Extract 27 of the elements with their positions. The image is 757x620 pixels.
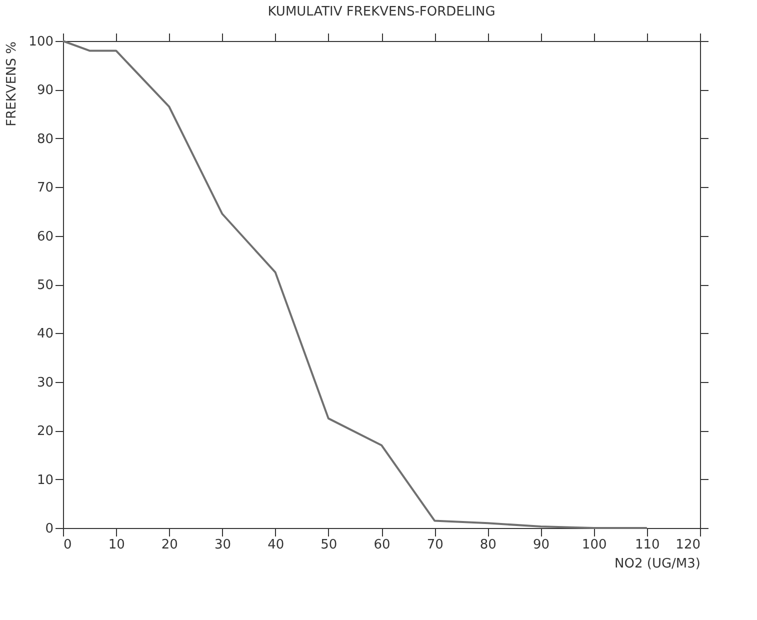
y-tick-label: 50 <box>36 278 54 293</box>
x-tick-label: 80 <box>480 538 496 552</box>
x-tick-label: 100 <box>582 538 607 552</box>
chart-title: KUMULATIV FREKVENS-FORDELING <box>268 4 496 20</box>
x-tick-label: 120 <box>676 538 700 552</box>
x-tick-label: 20 <box>161 538 178 552</box>
y-tick-label: 80 <box>36 132 54 147</box>
x-tick-label: 0 <box>64 538 72 552</box>
x-axis-title: NO2 (UG/M3) <box>614 556 700 572</box>
x-tick-label: 10 <box>108 538 125 552</box>
x-tick-label: 30 <box>214 538 232 552</box>
y-tick-label: 40 <box>36 326 54 342</box>
x-tick-label: 40 <box>268 538 284 552</box>
y-tick-label: 20 <box>36 424 54 440</box>
y-axis-title: FREKVENS % <box>4 42 20 126</box>
x-tick-label: 90 <box>532 538 550 552</box>
y-tick-label: 0 <box>45 522 54 536</box>
x-tick-label: 70 <box>426 538 444 552</box>
x-tick-label: 110 <box>635 538 660 552</box>
y-tick-label: 70 <box>36 180 54 196</box>
y-tick-label: 60 <box>36 229 54 244</box>
y-tick-label: 10 <box>36 472 54 488</box>
y-tick-label: 30 <box>36 375 54 390</box>
y-tick-label: 100 <box>28 34 54 50</box>
x-tick-label: 60 <box>374 538 390 552</box>
y-tick-label: 90 <box>36 83 54 98</box>
x-tick-label: 50 <box>320 538 338 552</box>
